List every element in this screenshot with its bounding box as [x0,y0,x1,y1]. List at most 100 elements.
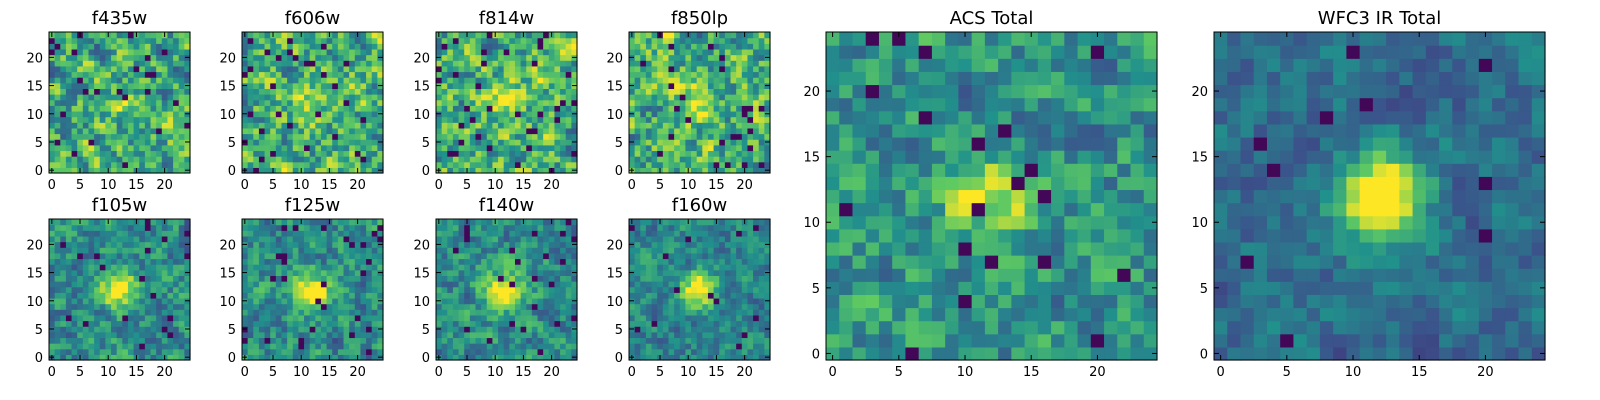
heatmap-cell [349,337,356,344]
y-tick-label: 0 [422,164,430,179]
heatmap-cell [82,264,90,271]
heatmap-cell [503,303,510,310]
heatmap-cell [275,297,283,305]
heatmap-cell [264,82,271,89]
heatmap-cell [730,94,737,101]
heatmap-cell [77,264,84,271]
heatmap-cell [116,258,123,265]
heatmap-cell [337,122,345,129]
heatmap-cell [167,309,174,316]
heatmap-cell [150,60,157,67]
heatmap-cell [292,309,299,316]
heatmap-cell [360,235,367,243]
heatmap-cell [764,337,771,344]
heatmap-cell [54,230,61,237]
heatmap-cell [173,303,180,310]
heatmap-cell [464,71,471,78]
heatmap-cell [492,320,499,327]
heatmap-cell [349,326,356,333]
heatmap-cell [371,354,378,361]
heatmap-cell [71,281,78,288]
heatmap-cell [247,219,254,226]
heatmap-cell [730,65,737,73]
heatmap-cell [349,156,356,163]
heatmap-cell [298,127,305,135]
heatmap-cell [498,264,505,271]
heatmap-cell [696,150,703,157]
heatmap-cell [377,99,384,106]
heatmap-cell [469,156,477,163]
heatmap-cell [543,320,550,327]
heatmap-cell [133,43,140,50]
heatmap-cell [537,43,544,50]
heatmap-cell [696,99,703,106]
heatmap-cell [724,32,732,39]
heatmap-cell [691,320,698,327]
heatmap-cell [315,71,322,78]
heatmap-cell [371,88,378,95]
heatmap-cell [537,122,544,129]
heatmap-cell [167,258,174,265]
heatmap-cell [481,303,488,310]
heatmap-cell [77,156,84,163]
heatmap-cell [571,337,578,344]
heatmap-cell [71,32,78,39]
heatmap-cell [492,348,499,355]
heatmap-cell [298,303,305,310]
heatmap-cell [54,122,61,129]
heatmap-cell [436,258,443,265]
heatmap-cell [753,167,760,174]
heatmap-cell [281,43,288,50]
heatmap-cell [287,122,294,129]
heatmap-cell [88,241,95,248]
heatmap-cell [696,320,703,327]
heatmap-cell [560,241,567,248]
heatmap-cell [481,133,488,140]
heatmap-cell [436,235,443,243]
heatmap-cell [49,71,56,78]
heatmap-cell [49,303,56,310]
heatmap-cell [503,354,510,361]
heatmap-cell [144,37,152,44]
heatmap-cell [554,94,561,101]
heatmap-cell [486,292,493,299]
heatmap-cell [531,292,539,299]
heatmap-cell [133,258,140,265]
heatmap-cell [173,230,180,237]
heatmap-cell [452,133,460,140]
heatmap-cell [526,150,533,157]
heatmap-cell [634,54,641,61]
heatmap-cell [144,122,152,129]
heatmap-cell [161,235,169,243]
heatmap-cell [173,54,180,61]
heatmap-cell [371,230,378,237]
heatmap-cell [178,71,185,78]
heatmap-cell [498,241,505,248]
heatmap-cell [139,116,146,123]
heatmap-cell [65,71,73,78]
heatmap-cell [691,43,698,50]
heatmap-cell [662,54,670,61]
heatmap-cell [144,110,152,118]
heatmap-cell [366,281,373,288]
heatmap-cell [537,65,544,73]
heatmap-cell [531,116,539,123]
heatmap-cell [707,303,715,310]
heatmap-cell [645,331,653,339]
heatmap-cell [509,161,516,168]
heatmap-cell [264,292,271,299]
heatmap-cell [702,88,709,95]
heatmap-cell [122,88,129,95]
heatmap-cell [702,48,709,56]
heatmap-cell [520,37,527,44]
heatmap-cell [758,144,765,152]
heatmap-cell [486,150,493,157]
heatmap-cell [116,94,123,101]
heatmap-cell [247,156,254,163]
heatmap-cell [548,269,556,276]
heatmap-cell [105,105,112,112]
heatmap-cell [679,309,686,316]
heatmap-cell [366,139,373,146]
heatmap-cell [332,224,339,231]
heatmap-cell [503,167,510,174]
